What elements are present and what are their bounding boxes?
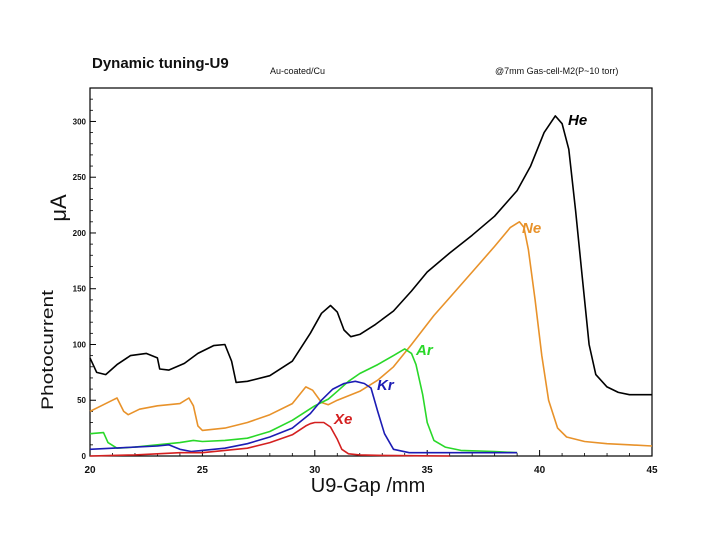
x-axis-label: U9-Gap /mm [311,475,425,497]
plot-frame [89,87,653,457]
y-tick-label: 200 [73,229,87,238]
y-tick-label: 150 [73,285,87,294]
x-tick-label: 45 [646,465,658,476]
x-tick-label: 20 [84,465,96,476]
series-line-xe [89,421,450,457]
y-tick-label: 250 [73,173,87,182]
series-label-xe: Xe [333,411,352,428]
sample-note: Au-coated/Cu [270,66,325,76]
x-tick-label: 25 [197,465,209,476]
x-tick-label: 35 [422,465,434,476]
x-tick-label: 40 [534,465,546,476]
series-line-ne [89,221,653,447]
y-tick-label: 300 [73,117,87,126]
series-label-kr: Kr [377,377,395,394]
series-label-ne: Ne [522,220,541,237]
x-tick-label: 30 [309,465,321,476]
y-tick-label: 100 [73,340,87,349]
y-axis-overlay-label: Photocurrent [38,290,57,410]
y-tick-label: 50 [77,396,86,405]
y-tick-label: 0 [82,452,87,461]
chart-title: Dynamic tuning-U9 [92,55,229,72]
series-line-kr [89,380,518,454]
series-line-ar [89,348,518,454]
series-label-he: He [568,112,587,129]
plot-area: 20 25 30 35 40 45 0 50 100 150 200 250 300 He Ne Ar Kr Xe [73,87,658,476]
y-axis-label: μA [46,194,71,222]
condition-note: @7mm Gas-cell-M2(P~10 torr) [495,66,618,76]
series-line-he [89,115,652,396]
series-label-ar: Ar [415,342,434,359]
